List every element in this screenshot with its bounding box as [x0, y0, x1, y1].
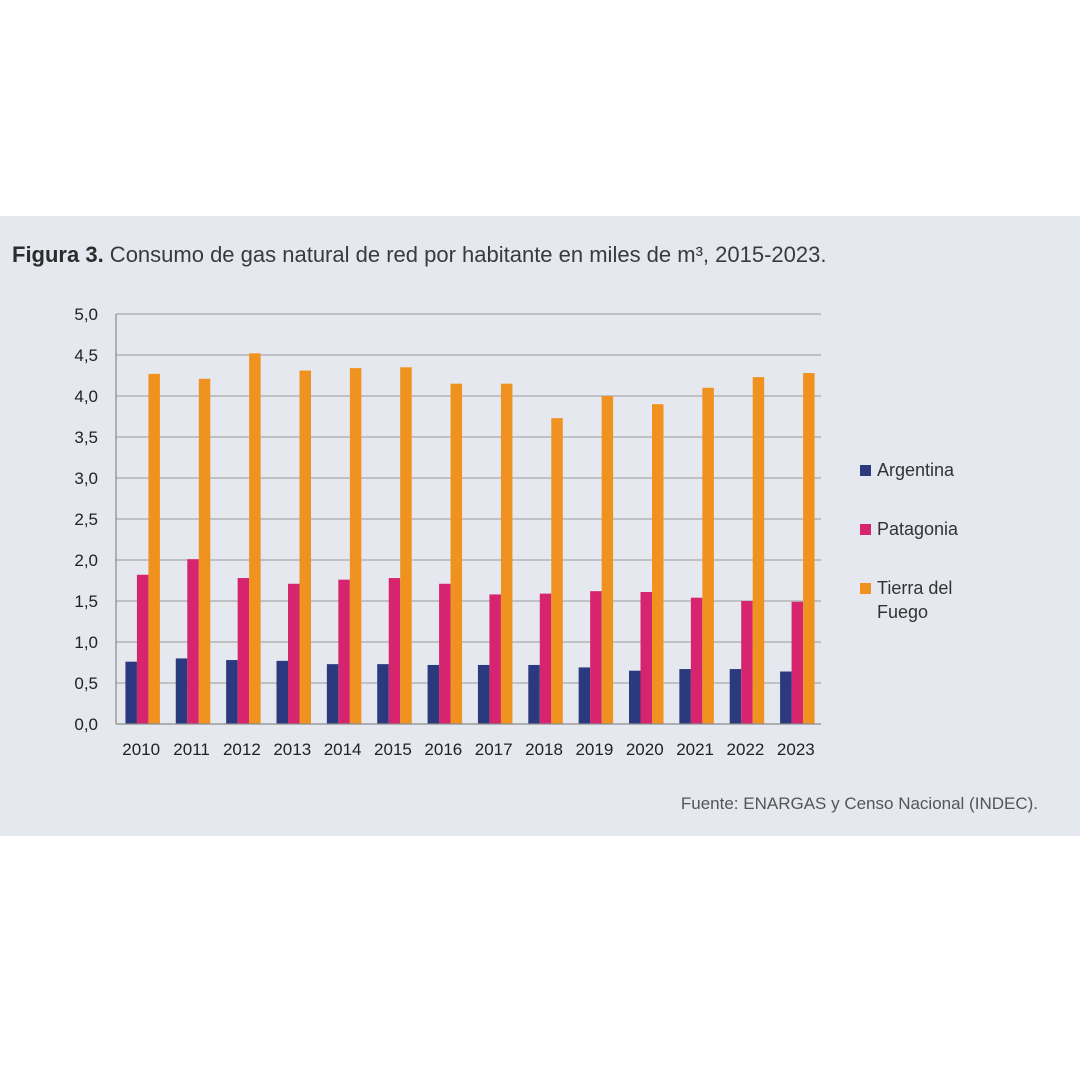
y-tick-label: 5,0	[74, 305, 98, 324]
y-tick-label: 3,5	[74, 428, 98, 447]
figure-label: Figura 3.	[12, 242, 104, 267]
x-tick-label: 2017	[475, 740, 513, 759]
bar-tierra-del-2021	[702, 387, 714, 724]
figure-caption: Consumo de gas natural de red por habita…	[103, 242, 827, 267]
bar-argentina-2010	[125, 661, 137, 724]
bar-tierra-del-2022	[752, 377, 765, 724]
y-tick-label: 0,0	[74, 715, 98, 734]
grid-lines	[116, 313, 821, 684]
bar-patagonia-2015	[388, 578, 401, 724]
bar-argentina-2014	[326, 664, 339, 724]
bar-argentina-2011	[175, 658, 188, 724]
bars	[125, 353, 815, 724]
bar-argentina-2017	[477, 664, 490, 724]
x-tick-labels: 2010 2011 2012 2013 2014 2015 2016 2017 2018 2019…	[122, 740, 814, 759]
legend-label: Tierra del Fuego	[877, 578, 952, 622]
x-tick-label: 2022	[727, 740, 765, 759]
bar-argentina-2015	[377, 664, 389, 724]
x-tick-label: 2023	[777, 740, 815, 759]
legend-swatch	[860, 465, 871, 476]
bar-patagonia-2012	[237, 578, 250, 724]
bar-tierra-del-2018	[551, 418, 563, 724]
x-tick-label: 2010	[122, 740, 160, 759]
bar-tierra-del-2012	[249, 353, 261, 724]
x-tick-label: 2021	[676, 740, 714, 759]
bar-tierra-del-2016	[450, 383, 463, 724]
bar-patagonia-2022	[741, 601, 753, 724]
y-tick-label: 4,0	[74, 387, 98, 406]
x-tick-label: 2016	[424, 740, 462, 759]
bar-argentina-2023	[780, 671, 792, 724]
y-tick-label: 2,0	[74, 551, 98, 570]
bar-argentina-2013	[276, 660, 288, 724]
y-tick-label: 3,0	[74, 469, 98, 488]
bar-patagonia-2021	[690, 597, 703, 724]
y-tick-label: 1,0	[74, 633, 98, 652]
bar-patagonia-2010	[136, 574, 149, 724]
bar-argentina-2012	[226, 660, 238, 724]
bar-argentina-2019	[578, 667, 591, 724]
bar-patagonia-2018	[539, 593, 552, 724]
bar-tierra-del-2015	[400, 367, 412, 724]
bar-patagonia-2013	[288, 583, 300, 724]
bar-tierra-del-2017	[500, 383, 513, 724]
bar-tierra-del-2013	[299, 370, 311, 724]
bar-argentina-2020	[629, 670, 641, 724]
x-tick-label: 2019	[575, 740, 613, 759]
x-tick-label: 2014	[324, 740, 362, 759]
bar-tierra-del-2010	[148, 373, 160, 724]
axes	[115, 314, 821, 725]
x-tick-label: 2011	[173, 740, 210, 759]
bar-patagonia-2016	[439, 583, 451, 724]
source-note: Fuente: ENARGAS y Censo Nacional (INDEC)…	[680, 794, 1038, 813]
legend-swatch	[860, 583, 871, 594]
y-tick-label: 1,5	[74, 592, 98, 611]
legend-swatch	[860, 524, 871, 535]
legend-label: Patagonia	[877, 519, 959, 539]
x-tick-label: 2013	[273, 740, 311, 759]
x-tick-label: 2018	[525, 740, 563, 759]
legend-label: Argentina	[877, 460, 955, 480]
y-tick-label: 2,5	[74, 510, 98, 529]
bar-tierra-del-2019	[601, 396, 614, 724]
y-tick-labels: 0,0 0,5 1,0 1,5 2,0 2,5 3,0 3,5 4,0 4,5 5,0	[74, 305, 98, 734]
bar-tierra-del-2011	[198, 378, 211, 724]
bar-patagonia-2023	[791, 601, 804, 724]
bar-chart: 0,00,51,01,52,02,53,03,54,04,55,0 2010 20…	[74, 305, 959, 759]
bar-tierra-del-2020	[652, 404, 664, 724]
bar-patagonia-2011	[187, 559, 199, 724]
legend: Argentina Patagonia Tierra del Fuego	[860, 460, 959, 622]
bar-argentina-2021	[679, 669, 691, 724]
bar-tierra-del-2023	[803, 373, 815, 724]
bar-patagonia-2019	[590, 591, 602, 724]
bar-argentina-2016	[427, 664, 440, 724]
bar-patagonia-2014	[338, 579, 350, 724]
bar-argentina-2022	[729, 669, 742, 724]
bar-patagonia-2017	[489, 594, 501, 724]
y-tick-label: 4,5	[74, 346, 98, 365]
x-tick-label: 2015	[374, 740, 412, 759]
figure-title: Figura 3. Consumo de gas natural de red …	[12, 242, 826, 268]
y-tick-label: 0,5	[74, 674, 98, 693]
x-tick-label: 2020	[626, 740, 664, 759]
x-tick-label: 2012	[223, 740, 261, 759]
bar-patagonia-2020	[640, 591, 652, 724]
bar-tierra-del-2014	[349, 368, 362, 724]
figure-panel: Figura 3. Consumo de gas natural de red …	[0, 216, 1080, 836]
bar-argentina-2018	[528, 664, 540, 724]
